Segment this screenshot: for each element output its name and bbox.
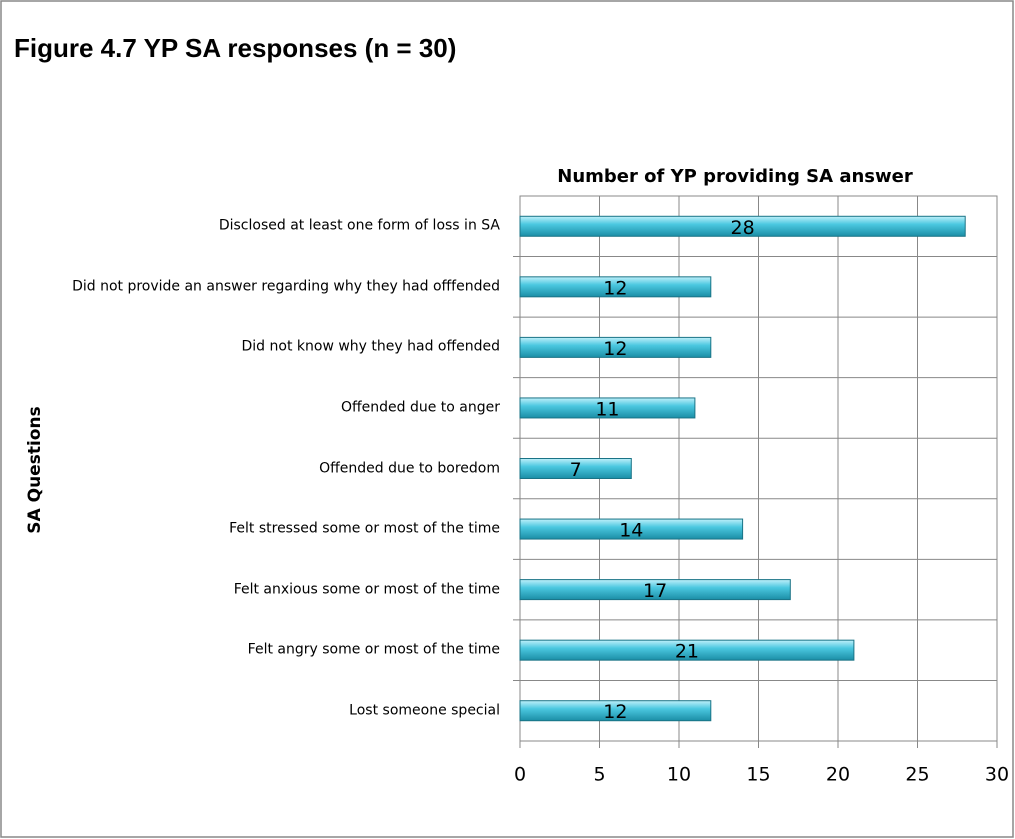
bar xyxy=(519,458,632,479)
chart-subtitle: Number of YP providing SA answer xyxy=(557,166,913,187)
x-tick-label: 5 xyxy=(593,764,605,786)
category-label: Offended due to boredom xyxy=(319,460,500,476)
data-label: 14 xyxy=(619,520,643,542)
category-label: Did not provide an answer regarding why … xyxy=(72,278,500,295)
bar xyxy=(519,639,855,661)
data-label: 11 xyxy=(595,398,619,420)
x-tick-label: 0 xyxy=(514,764,526,786)
bar xyxy=(519,397,696,419)
x-tick-label: 10 xyxy=(667,764,691,786)
category-label: Did not know why they had offended xyxy=(241,338,500,355)
bar xyxy=(519,700,712,722)
data-label: 28 xyxy=(731,217,755,239)
category-label: Felt stressed some or most of the time xyxy=(229,520,500,537)
data-label: 17 xyxy=(643,580,667,602)
chart-title: Figure 4.7 YP SA responses (n = 30) xyxy=(14,33,456,63)
category-label: Felt anxious some or most of the time xyxy=(233,581,500,598)
bar xyxy=(519,336,712,358)
category-label: Felt angry some or most of the time xyxy=(247,641,500,658)
data-label: 21 xyxy=(675,641,699,663)
x-tick-label: 15 xyxy=(746,764,770,786)
bar xyxy=(519,276,712,298)
category-label: Offended due to anger xyxy=(340,399,500,416)
bar xyxy=(519,518,744,540)
x-tick-label: 30 xyxy=(985,764,1009,786)
x-tick-label: 25 xyxy=(905,764,929,786)
category-label: Disclosed at least one form of loss in S… xyxy=(218,217,500,234)
bar xyxy=(519,579,791,601)
data-label: 12 xyxy=(603,338,627,360)
category-label: Lost someone special xyxy=(349,702,500,719)
x-tick-label: 20 xyxy=(826,764,850,786)
data-label: 12 xyxy=(603,701,627,723)
y-axis-label: SA Questions xyxy=(25,406,45,533)
data-label: 7 xyxy=(570,459,582,481)
data-label: 12 xyxy=(603,277,627,299)
bar xyxy=(519,215,966,237)
